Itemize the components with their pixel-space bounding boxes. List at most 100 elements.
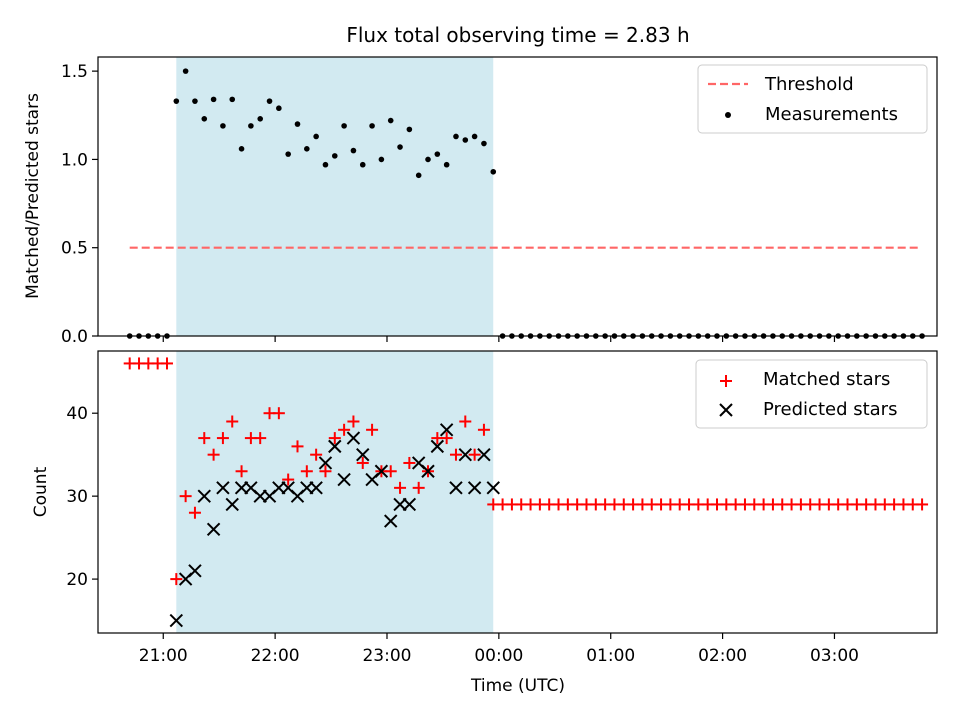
predicted-star-point (384, 514, 398, 528)
matched-star-point (916, 498, 929, 511)
predicted-star-point (197, 489, 211, 503)
legend-predicted-swatch (719, 403, 733, 417)
predicted-star-point (421, 464, 435, 478)
x-tick-label: 23:00 (362, 646, 411, 666)
measurement-point (210, 96, 217, 103)
y-tick-label: 30 (66, 487, 88, 507)
predicted-star-point (346, 431, 361, 445)
measurement-point (369, 123, 375, 129)
measurement-point (462, 137, 469, 143)
predicted-star-point (374, 464, 389, 478)
matched-star-point (216, 432, 229, 445)
measurement-point (453, 133, 459, 140)
measurement-point (397, 144, 403, 150)
legend-measurements-label: Measurements (765, 104, 898, 125)
top-y-axis-label: Matched/Predicted stars (23, 93, 43, 299)
x-tick-label: 03:00 (810, 646, 859, 666)
matched-star-point (477, 423, 490, 436)
top-shade-rect (176, 57, 494, 336)
matched-star-point (207, 448, 220, 461)
legend-matched-label: Matched stars (763, 369, 890, 390)
measurement-point (266, 98, 273, 104)
predicted-star-point (169, 613, 184, 628)
measurement-point (434, 151, 441, 157)
bottom-shade-rect (176, 351, 494, 633)
matched-star-point (394, 481, 407, 494)
matched-star-point (310, 448, 323, 461)
top-legend-box (697, 64, 928, 134)
matched-star-point (291, 440, 304, 453)
bottom-x-ticks: 21:00 22:00 23:00 00:00 01:00 02:00 03:00 (139, 633, 859, 666)
matched-star-point (272, 407, 285, 420)
x-tick-label: 01:00 (586, 646, 635, 666)
matched-star-point (384, 465, 397, 478)
bottom-legend: Matched stars Predicted stars (695, 359, 928, 429)
matched-star-point (366, 423, 379, 436)
predicted-star-point (318, 456, 333, 470)
legend-predicted-label: Predicted stars (763, 399, 897, 420)
bottom-shaded-interval (176, 351, 494, 633)
top-shaded-interval (176, 57, 494, 336)
chart-title: Flux total observing time = 2.83 h (346, 23, 689, 47)
matched-star-point (300, 465, 313, 478)
predicted-star-point (402, 497, 417, 512)
measurement-point (331, 153, 338, 159)
measurement-point (248, 123, 254, 129)
measurement-point (313, 133, 319, 140)
matched-star-point (468, 448, 481, 461)
measurement-point (229, 96, 236, 103)
matched-star-point (347, 415, 360, 428)
bottom-y-axis-label: Count (31, 466, 51, 517)
measurement-point (471, 133, 478, 140)
measurements-points (126, 68, 925, 339)
predicted-star-point (206, 522, 221, 537)
matched-star-point (198, 432, 211, 445)
measurement-point (173, 98, 180, 104)
matched-stars-points (123, 357, 929, 586)
predicted-star-point (449, 481, 463, 495)
predicted-star-point (458, 447, 473, 462)
matched-star-point (328, 432, 341, 445)
measurement-point (350, 147, 357, 154)
predicted-star-point (430, 439, 445, 454)
measurement-point (490, 168, 497, 175)
measurement-point (220, 123, 226, 129)
measurement-point (304, 146, 310, 152)
measurement-point (341, 123, 347, 129)
top-legend: Threshold Measurements (697, 64, 928, 134)
measurement-point (238, 146, 245, 152)
matched-star-point (459, 415, 472, 428)
predicted-star-point (188, 564, 202, 578)
measurement-point (359, 161, 366, 168)
y-tick-label: 20 (66, 570, 88, 590)
y-tick-label: 40 (66, 404, 88, 424)
predicted-star-point (337, 472, 351, 487)
matched-star-point (319, 465, 332, 478)
measurement-point (201, 116, 208, 122)
x-tick-label: 00:00 (474, 646, 523, 666)
measurement-point (285, 151, 291, 157)
matched-star-point (179, 490, 192, 503)
bottom-y-ticks: 20 30 40 (66, 404, 98, 590)
predicted-star-point (467, 481, 482, 495)
predicted-star-point (309, 481, 323, 495)
measurement-point (481, 140, 487, 147)
top-x-ticks (162, 336, 836, 342)
matched-star-point (282, 473, 295, 486)
measurement-point (276, 105, 282, 112)
matched-star-point (449, 448, 462, 461)
x-tick-label: 22:00 (251, 646, 300, 666)
measurement-point (257, 116, 264, 122)
y-tick-label: 1.0 (61, 150, 88, 170)
measurement-point (182, 68, 189, 74)
measurement-point (415, 172, 422, 179)
predicted-star-point (225, 497, 239, 512)
predicted-stars-points (169, 423, 500, 628)
legend-measurements-swatch (725, 112, 731, 118)
bottom-panel: 20 30 40 21:00 22:00 23:00 00:00 01:00 02:00 03:… (31, 350, 938, 696)
measurement-point (192, 98, 198, 104)
matched-star-point (160, 357, 173, 370)
top-panel: 0.0 0.5 1.0 1.5 Matched/Predicted stars Thr… (23, 56, 938, 347)
predicted-star-point (486, 481, 500, 495)
